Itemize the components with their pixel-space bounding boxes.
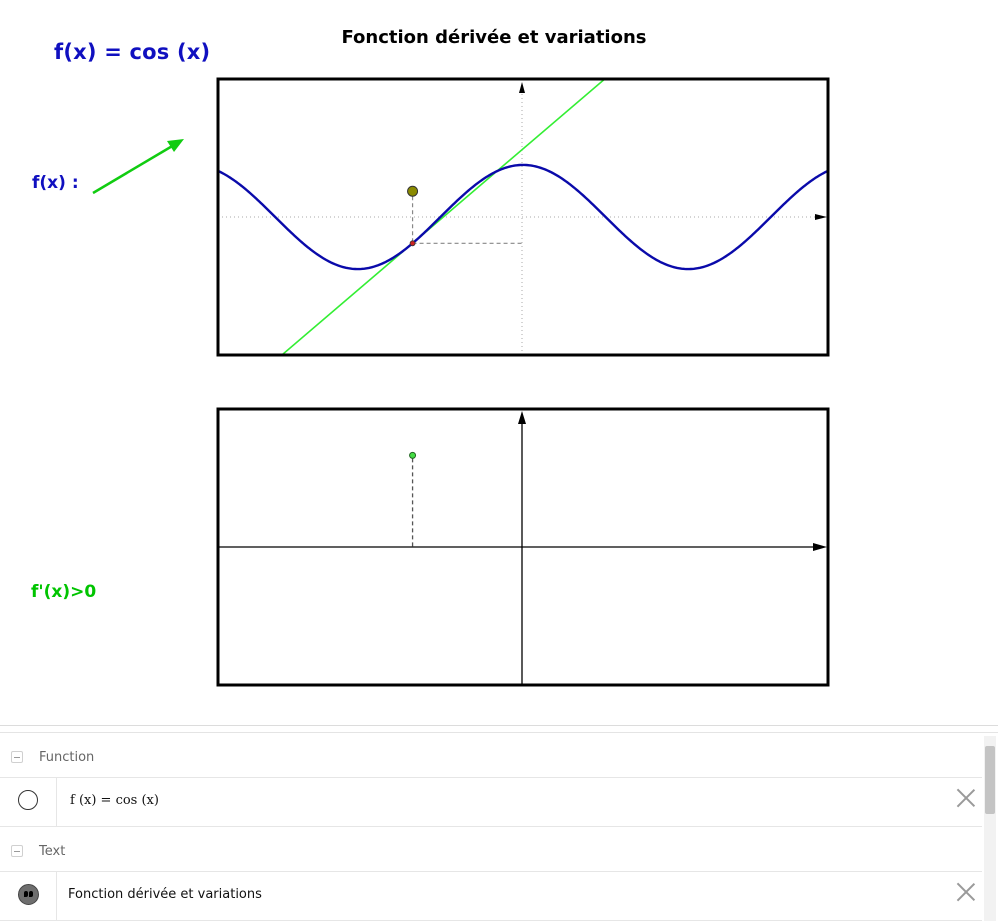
marble-column [0, 778, 57, 826]
group-header-function[interactable]: Function [0, 733, 982, 778]
algebra-input[interactable]: f (x) = cos (x) [70, 793, 159, 808]
function-plot[interactable] [216, 0, 830, 410]
quote-icon[interactable] [18, 884, 39, 905]
graphics-view[interactable]: Fonction dérivée et variations f(x) = co… [0, 0, 998, 725]
bottom-y-axis-arrow-icon [518, 411, 526, 424]
algebra-input[interactable]: Fonction dérivée et variations [68, 887, 262, 902]
top-y-axis-arrow-icon [519, 82, 525, 93]
curve-point[interactable] [409, 240, 416, 247]
collapse-icon[interactable] [11, 751, 23, 763]
bottom-x-axis-arrow-icon [813, 543, 827, 551]
derivative-point[interactable] [409, 451, 417, 459]
group-header-text[interactable]: Text [0, 827, 982, 872]
fx-label: f(x) : [32, 173, 79, 193]
delete-icon[interactable] [956, 882, 976, 902]
function-formula: f(x) = cos (x) [54, 40, 211, 64]
slope-point[interactable] [407, 185, 419, 197]
scrollbar[interactable] [984, 736, 996, 921]
collapse-icon[interactable] [11, 845, 23, 857]
algebra-item-text[interactable]: Fonction dérivée et variations [0, 872, 982, 921]
group-label: Text [39, 844, 66, 859]
derivative-plot[interactable] [216, 407, 830, 687]
tangent-line[interactable] [218, 0, 828, 410]
decorative-arrow-icon [92, 139, 184, 195]
top-x-axis-arrow-icon [815, 214, 827, 220]
marble-column [0, 872, 57, 920]
derivative-sign-label: f'(x)>0 [31, 582, 97, 602]
scrollbar-thumb[interactable] [985, 746, 995, 814]
graphics-canvas[interactable] [0, 0, 998, 725]
delete-icon[interactable] [956, 788, 976, 808]
page-title: Fonction dérivée et variations [341, 27, 647, 48]
cos-curve[interactable] [218, 163, 828, 271]
group-label: Function [39, 750, 95, 765]
visibility-marble-icon[interactable] [18, 790, 38, 810]
algebra-item-function[interactable]: f (x) = cos (x) [0, 778, 982, 827]
algebra-view[interactable]: Function f (x) = cos (x) Text Fonction d… [0, 725, 998, 921]
